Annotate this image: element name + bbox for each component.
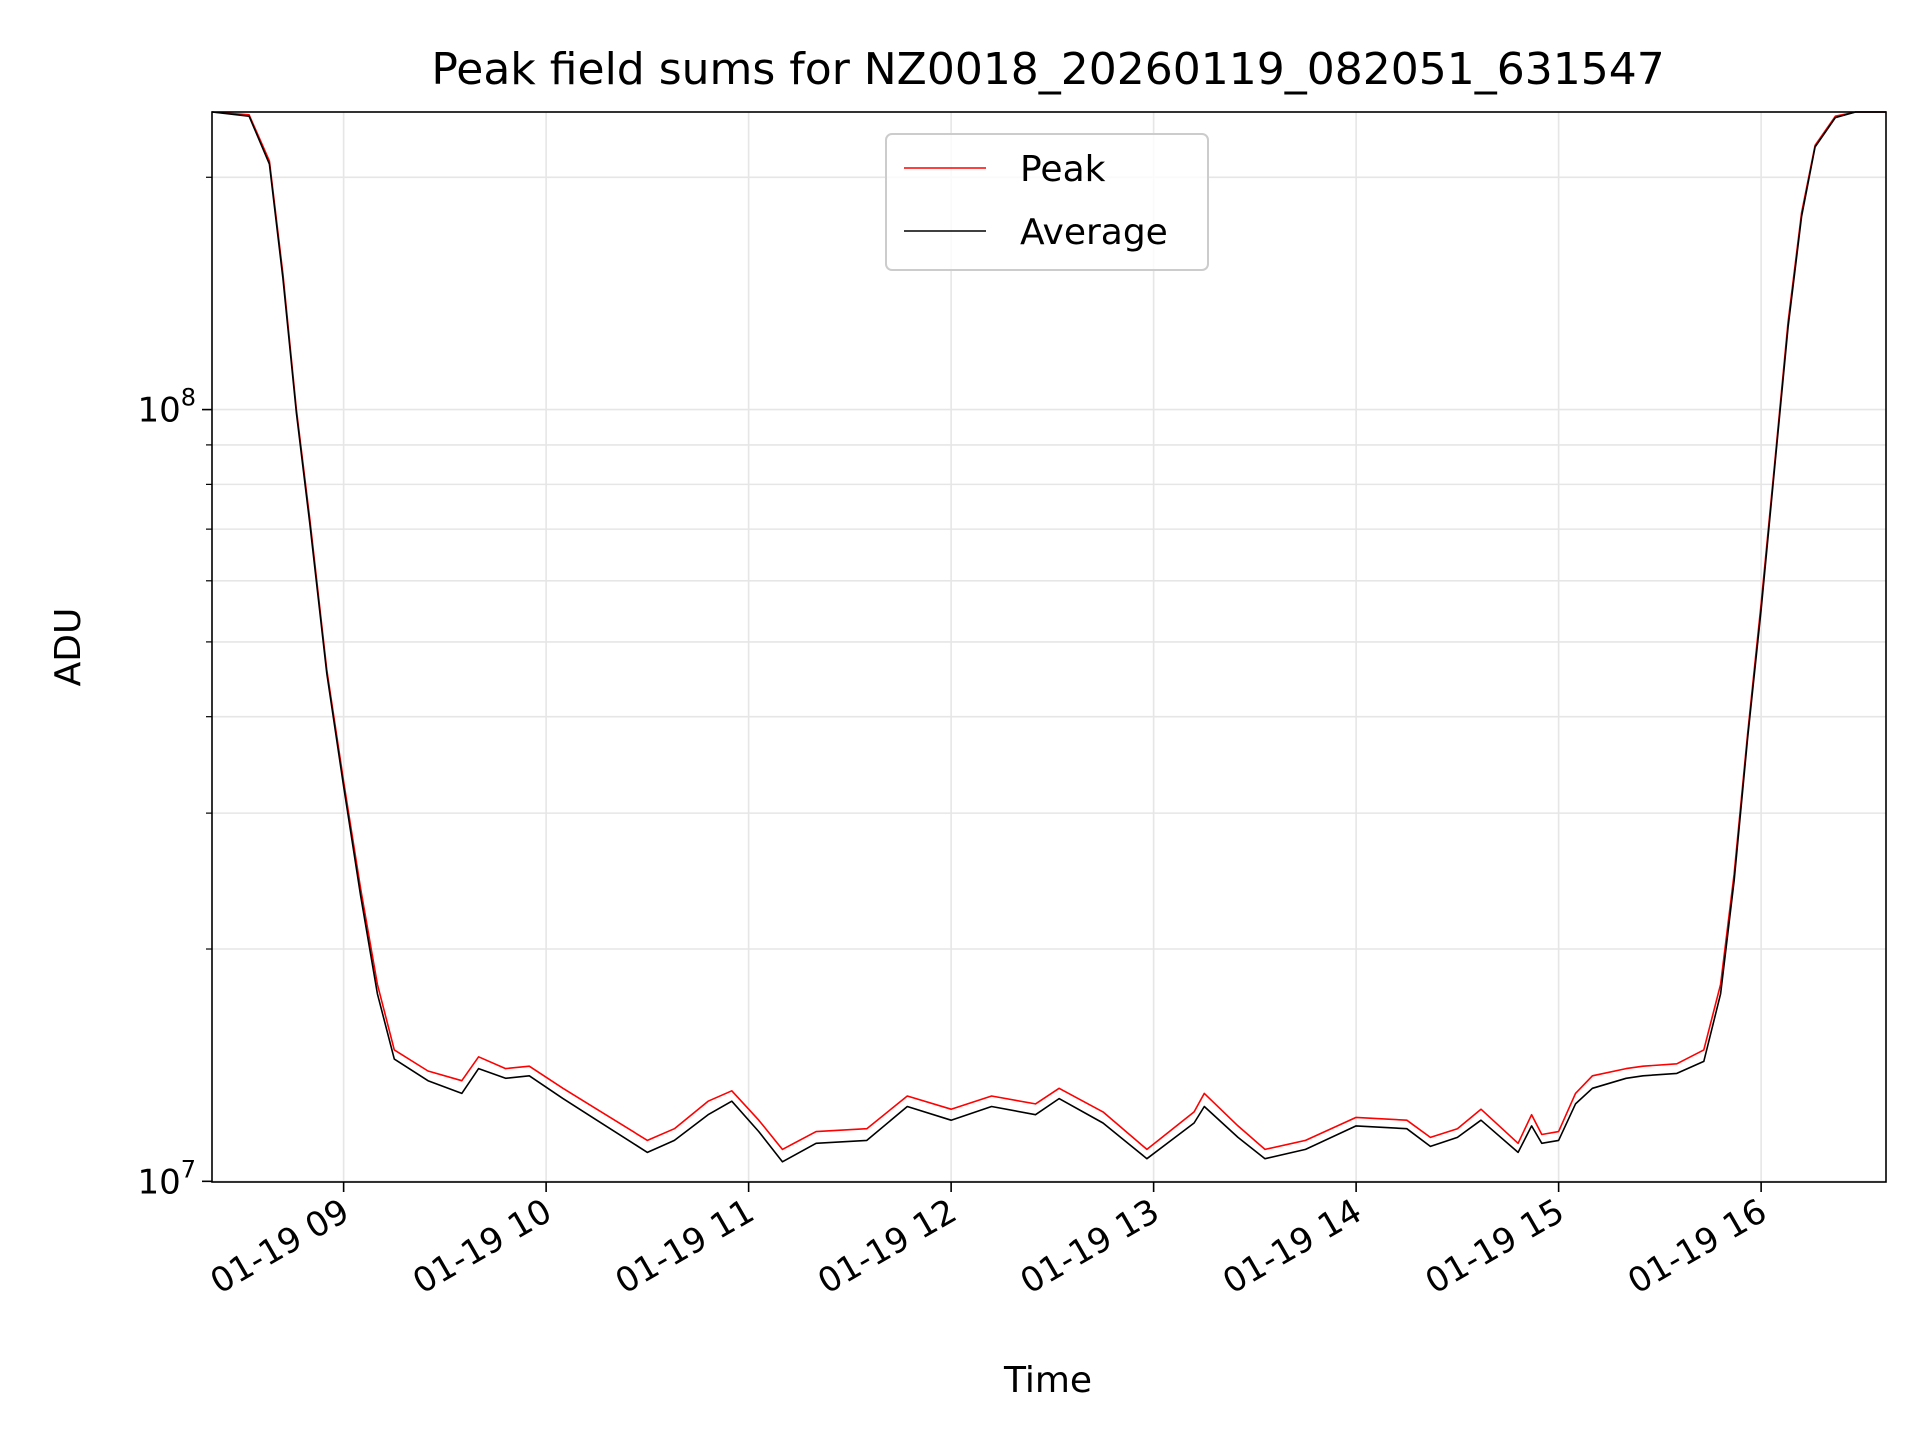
y-tick-label-base: 10	[137, 1162, 180, 1202]
plot-frame	[211, 111, 1887, 1183]
series-layer	[211, 111, 1886, 1163]
legend-label-average: Average	[1020, 212, 1168, 253]
y-axis-label: ADU	[48, 608, 89, 687]
ticks	[202, 176, 1762, 1192]
legend: Peak Average	[885, 133, 1209, 271]
y-tick-label-exponent: 8	[181, 384, 196, 412]
series-line-average	[211, 111, 1886, 1163]
y-tick-label: 108	[137, 384, 196, 431]
y-tick-label: 107	[137, 1155, 196, 1202]
series-line-peak	[211, 111, 1886, 1151]
y-tick-label-base: 10	[137, 391, 180, 431]
x-axis-label: Time	[1003, 1360, 1092, 1401]
chart-title: Peak field sums for NZ0018_20260119_0820…	[431, 44, 1664, 95]
legend-label-peak: Peak	[1020, 149, 1106, 190]
y-tick-label-exponent: 7	[181, 1155, 196, 1183]
grid	[212, 112, 1886, 1183]
